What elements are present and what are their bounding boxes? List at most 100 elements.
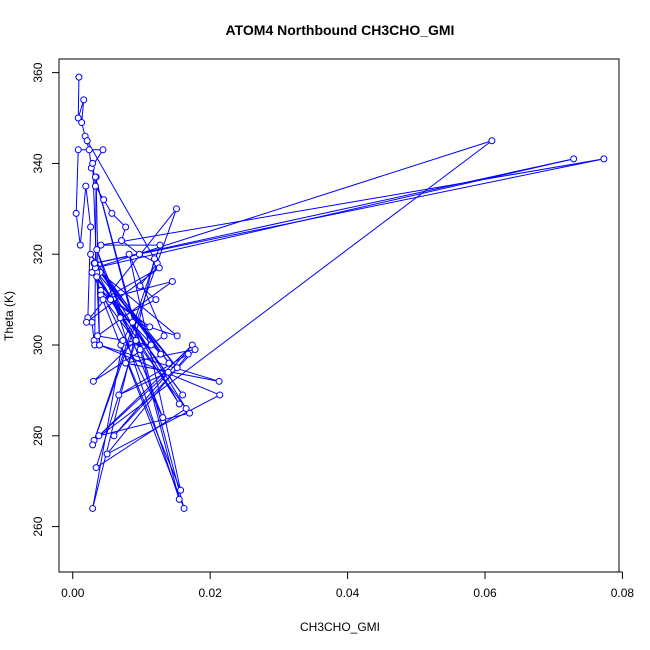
data-point [78, 119, 86, 127]
series-segment [94, 158, 574, 264]
y-tick-label: 360 [31, 62, 45, 82]
data-point [87, 250, 95, 258]
x-tick-label: 0.06 [473, 586, 497, 600]
data-point [80, 96, 88, 104]
data-point [122, 359, 130, 367]
data-point [115, 391, 123, 399]
data-point [125, 250, 133, 258]
data-point [108, 209, 116, 217]
series-segment [79, 186, 87, 246]
data-point [74, 146, 82, 154]
data-point [600, 155, 608, 163]
y-tick-label: 260 [31, 516, 45, 536]
data-point [147, 341, 155, 349]
data-point [488, 137, 496, 145]
series-segment [97, 281, 173, 337]
data-point [159, 414, 167, 422]
data-point [110, 432, 118, 440]
data-point [179, 391, 187, 399]
series-segments [75, 77, 604, 509]
data-point [175, 495, 183, 503]
plot-frame [58, 58, 620, 573]
series-segment [92, 163, 101, 346]
data-point [118, 237, 126, 245]
data-point [116, 314, 124, 322]
data-point [100, 196, 108, 204]
series-segment [99, 344, 220, 382]
data-point [136, 282, 144, 290]
data-point [93, 246, 101, 254]
x-tick-label: 0.00 [61, 586, 85, 600]
series-segment [92, 340, 124, 509]
series-segment [113, 349, 196, 437]
series-segment [93, 262, 178, 369]
x-tick-label: 0.02 [198, 586, 222, 600]
series-segment [106, 353, 189, 455]
y-tick-label: 340 [31, 153, 45, 173]
series-segment [113, 344, 193, 437]
data-point [99, 146, 107, 154]
data-point [177, 486, 185, 494]
data-point [76, 241, 84, 249]
data-point [132, 336, 140, 344]
data-point [151, 255, 159, 263]
data-point [103, 450, 111, 458]
data-point [157, 350, 165, 358]
data-point [82, 318, 90, 326]
data-point [135, 250, 143, 258]
data-point [172, 205, 180, 213]
series-segment [102, 267, 160, 301]
data-point [216, 391, 224, 399]
series-segment [75, 149, 79, 214]
data-point [184, 350, 192, 358]
series-segment [120, 344, 182, 491]
data-point [96, 341, 104, 349]
data-point [191, 346, 199, 354]
x-axis: 0.00 0.02 0.04 0.06 0.08 [61, 571, 634, 600]
series-segment [125, 362, 220, 382]
series-segment [93, 340, 137, 382]
series-segment [139, 262, 158, 287]
data-point [91, 173, 99, 181]
chart-title: ATOM4 Northbound CH3CHO_GMI [226, 22, 455, 38]
series-segment [92, 208, 177, 446]
series-segment [94, 158, 604, 264]
series-segment [95, 408, 187, 469]
series-segment [100, 294, 190, 414]
series-segment [77, 77, 80, 119]
data-point [570, 155, 578, 163]
series-layer [72, 73, 608, 512]
series-segment [121, 240, 140, 255]
data-point [87, 223, 95, 231]
series-points [72, 73, 608, 512]
y-tick-label: 280 [31, 425, 45, 445]
series-segment [86, 267, 160, 323]
y-tick-label: 320 [31, 244, 45, 264]
series-segment [100, 158, 604, 246]
series-segment [99, 271, 178, 337]
data-point [136, 346, 144, 354]
data-point [83, 137, 91, 145]
data-point [156, 241, 164, 249]
x-tick-label: 0.04 [336, 586, 360, 600]
data-point [91, 259, 99, 267]
data-point [164, 368, 172, 376]
x-axis-label: CH3CHO_GMI [300, 620, 380, 634]
data-point [93, 273, 101, 281]
data-point [165, 359, 173, 367]
data-point [99, 296, 107, 304]
series-segment [132, 322, 187, 409]
data-point [146, 323, 154, 331]
series-segment [85, 186, 92, 228]
data-point [173, 364, 181, 372]
series-segment [102, 280, 173, 301]
series-segment [95, 140, 493, 269]
series-segment [100, 294, 185, 509]
data-point [74, 114, 82, 122]
data-point [75, 73, 83, 81]
data-point [85, 146, 93, 154]
data-point [168, 277, 176, 285]
y-axis-label: Theta (K) [2, 291, 16, 341]
data-point [129, 318, 137, 326]
series-segment [128, 254, 182, 491]
